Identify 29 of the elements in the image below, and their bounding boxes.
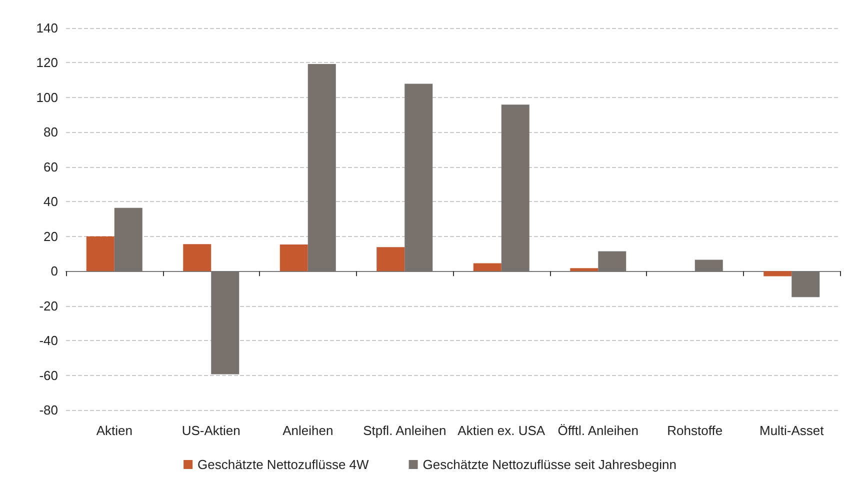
y-tick-label: -20 [39, 298, 58, 314]
y-tick-label: -40 [39, 333, 58, 348]
y-tick-label: 140 [36, 20, 58, 36]
bar [280, 244, 308, 272]
y-tick-label: 0 [50, 264, 58, 279]
legend-label: Geschätzte Nettozuflüsse 4W [198, 457, 370, 472]
x-tick-label: Aktien ex. USA [458, 423, 546, 438]
bar [764, 271, 792, 276]
x-tick-label: Öfftl. Anleihen [558, 423, 638, 438]
y-tick-label: 40 [44, 194, 58, 210]
bar [183, 244, 212, 272]
y-tick-label: 100 [36, 90, 58, 105]
x-tick-label: US-Aktien [182, 423, 240, 438]
y-tick-label: 60 [44, 159, 58, 174]
bar [570, 268, 598, 272]
y-tick-label: 20 [44, 228, 58, 244]
y-tick-label: -80 [39, 402, 58, 418]
y-tick-label: 80 [44, 124, 58, 140]
x-tick-label: Stpfl. Anleihen [363, 423, 446, 438]
bar [376, 247, 405, 272]
x-tick-label: Rohstoffe [667, 423, 723, 438]
y-tick-label: 120 [36, 55, 58, 70]
x-tick-label: Multi-Asset [759, 423, 824, 438]
bar [473, 263, 502, 272]
y-tick-label: -60 [39, 368, 58, 383]
x-tick-label: Aktien [96, 423, 132, 438]
legend-label: Geschätzte Nettozuflüsse seit Jahresbeginn [422, 457, 676, 472]
x-tick-label: Anleihen [282, 423, 334, 438]
bar [86, 236, 114, 272]
